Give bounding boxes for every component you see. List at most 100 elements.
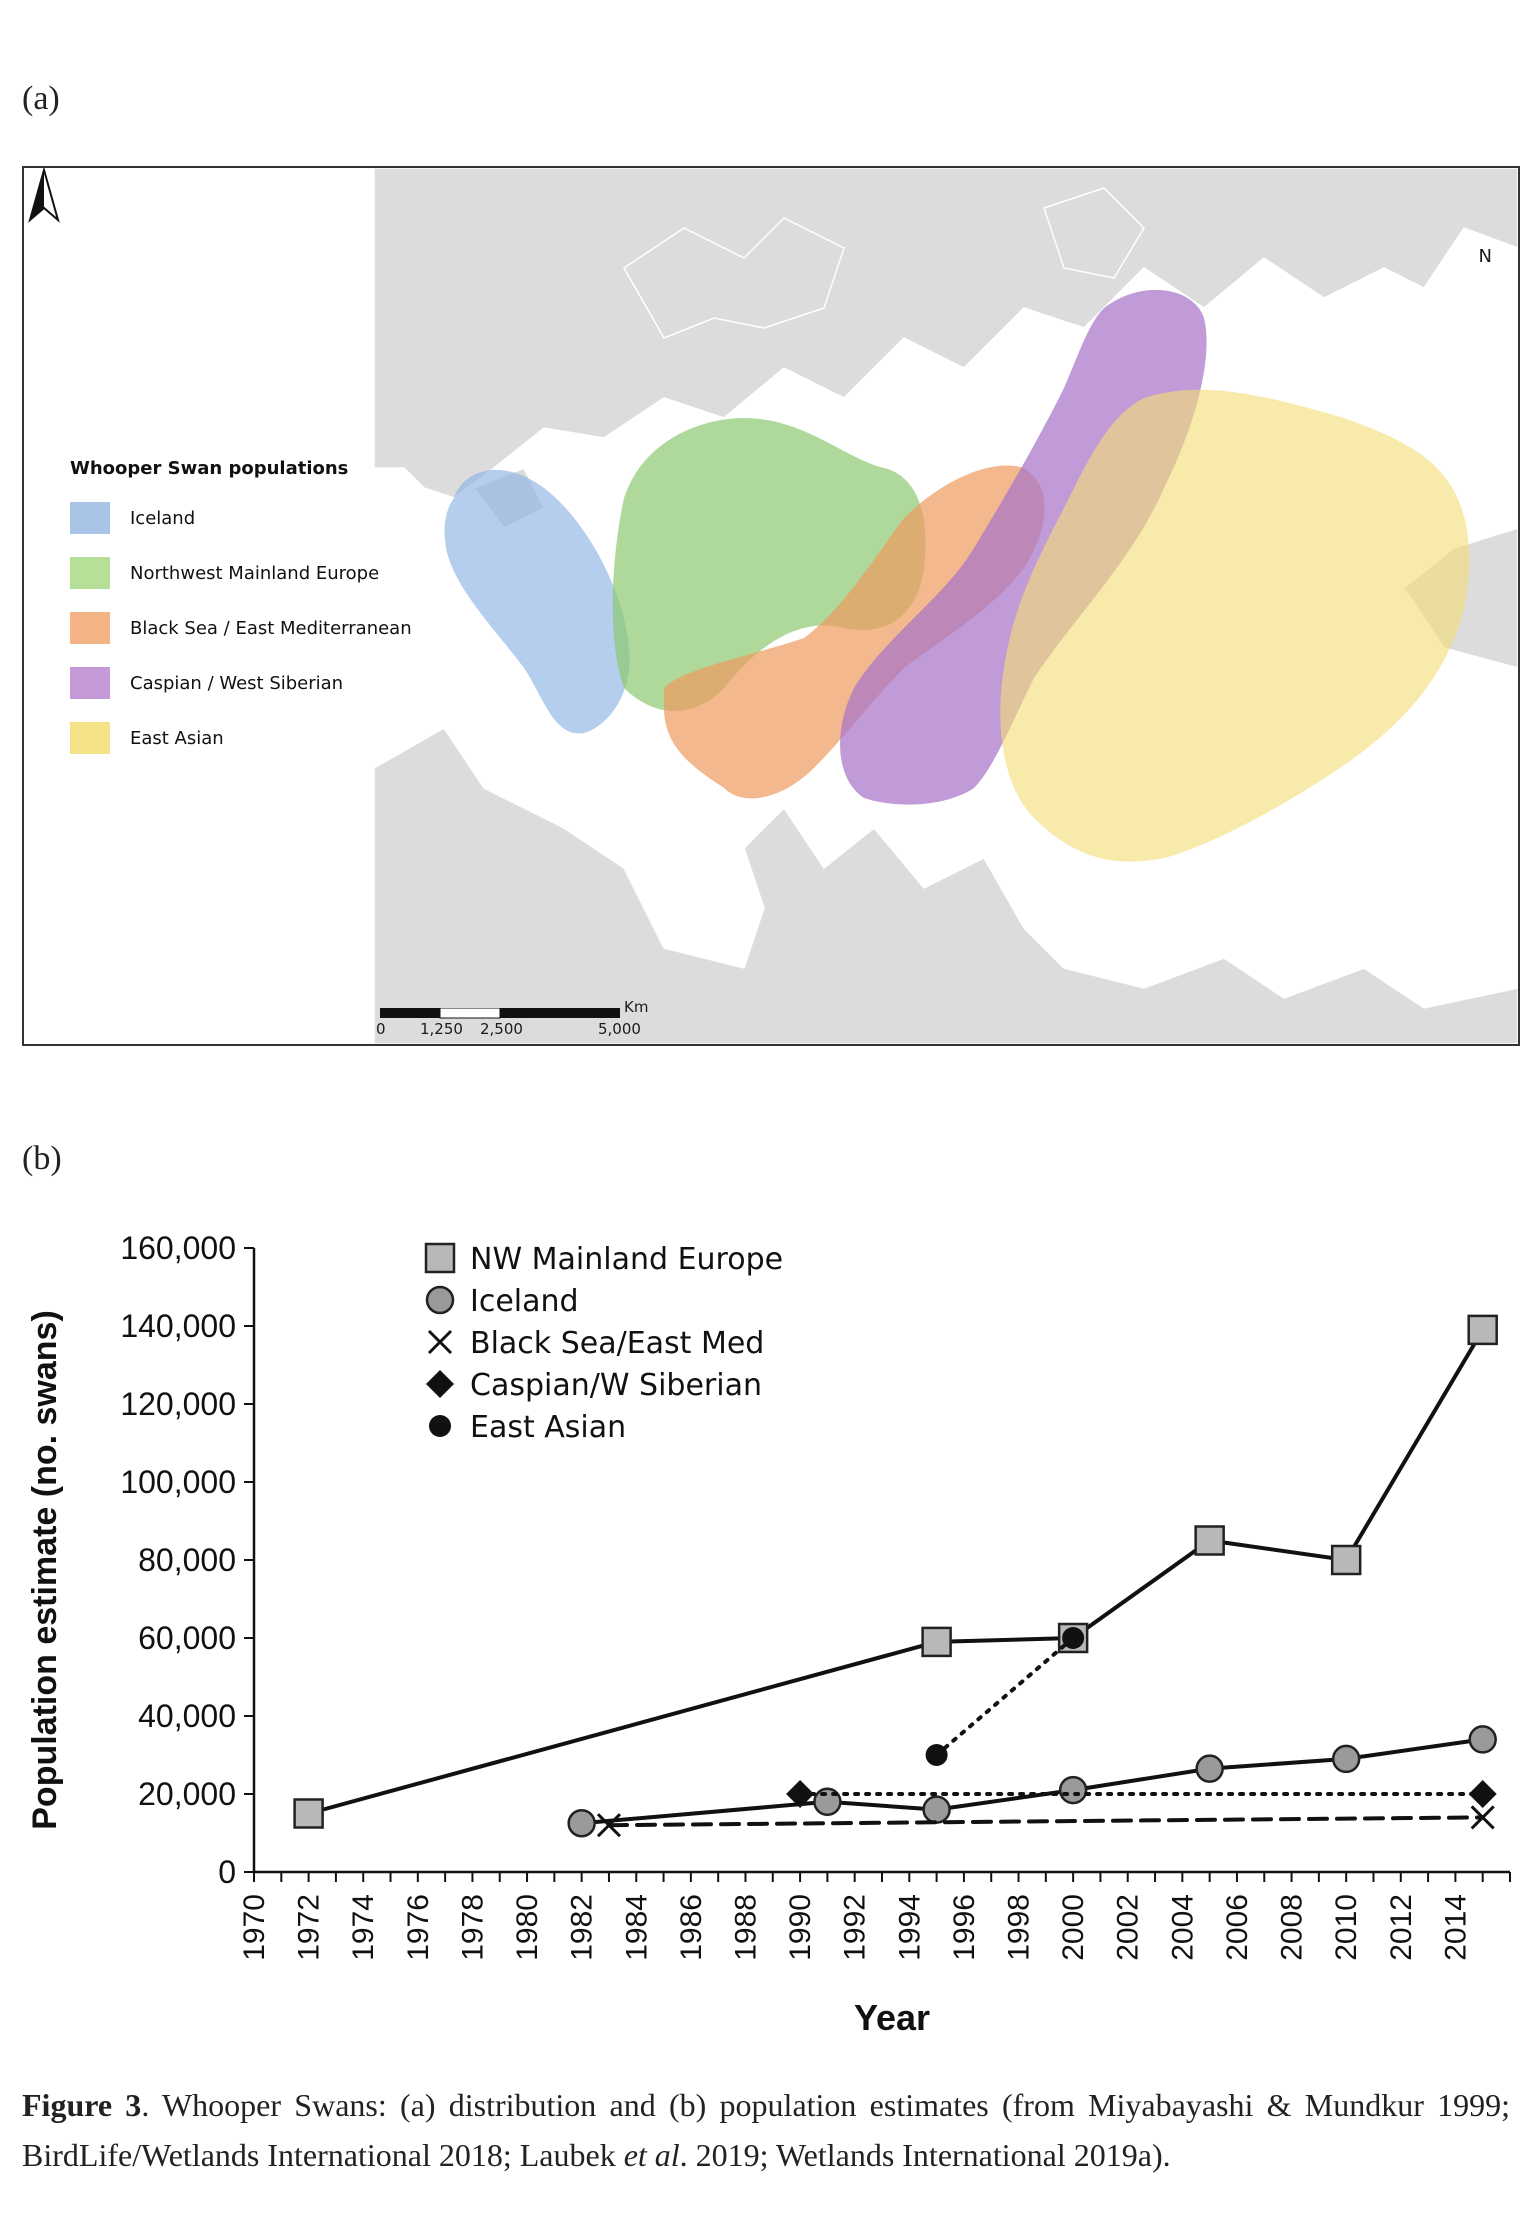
series-line-0: [306, 1327, 1485, 1816]
caspian-range: [840, 289, 1207, 805]
x-tick-label: 2004: [1166, 1894, 1199, 1961]
legend-label: Black Sea / East Mediterranean: [130, 617, 412, 639]
x-tick-label: 1982: [566, 1894, 599, 1961]
north-arrow-icon: [28, 168, 60, 223]
legend-label: Iceland: [130, 507, 196, 529]
data-point-3: [786, 1780, 815, 1808]
legend-label: Caspian/W Siberian: [470, 1368, 762, 1403]
scale-unit: Km: [624, 998, 649, 1016]
data-point-4: [1062, 1627, 1085, 1649]
y-axis-label: Population estimate (no. swans): [26, 1310, 64, 1830]
y-tick-label: 140,000: [120, 1308, 236, 1344]
data-point-3: [1468, 1780, 1497, 1808]
x-tick-label: 1992: [839, 1894, 872, 1961]
y-tick-label: 0: [218, 1854, 236, 1890]
figure-caption: Figure 3. Whooper Swans: (a) distributio…: [22, 2080, 1510, 2180]
data-point-1: [1468, 1725, 1497, 1754]
x-tick-label: 1980: [511, 1894, 544, 1961]
caption-text-end: . 2019; Wetlands International 2019a).: [679, 2137, 1171, 2173]
legend-item-northwest-europe: Northwest Mainland Europe: [70, 554, 412, 592]
legend-label: Caspian / West Siberian: [130, 672, 344, 694]
map-legend: Whooper Swan populations Iceland Northwe…: [70, 458, 412, 774]
y-tick-label: 120,000: [120, 1386, 236, 1422]
legend-swatch: [70, 667, 110, 699]
legend-marker: [426, 1370, 454, 1398]
caption-etal: et al: [623, 2137, 680, 2173]
data-point-1: [922, 1795, 951, 1824]
x-tick-label: 2012: [1385, 1894, 1418, 1961]
data-point-1: [1331, 1744, 1361, 1774]
series-line-4: [934, 1636, 1076, 1757]
y-tick-label: 80,000: [138, 1542, 236, 1578]
legend-label: East Asian: [470, 1410, 626, 1445]
legend-item-caspian: Caspian / West Siberian: [70, 664, 412, 702]
x-tick-label: 1984: [620, 1894, 653, 1961]
population-chart: 0 20,000 40,000 60,000 80,000 100,000 120,000 1…: [0, 1180, 1532, 2040]
iceland-range: [444, 469, 630, 734]
legend-marker: [429, 1415, 451, 1437]
data-point-0: [1467, 1314, 1498, 1346]
x-tick-label: 1976: [402, 1894, 435, 1961]
data-point-0: [293, 1798, 324, 1829]
x-tick-label: 1978: [456, 1894, 489, 1961]
legend-label: East Asian: [130, 727, 224, 749]
data-point-1: [1195, 1754, 1224, 1783]
x-tick-label: 2002: [1112, 1894, 1145, 1961]
land-mass: [373, 168, 1518, 1044]
x-tick-label: 2000: [1057, 1894, 1090, 1961]
x-tick-label: 1994: [893, 1894, 926, 1961]
x-tick-label: 1990: [784, 1894, 817, 1961]
x-axis-label: Year: [854, 1997, 930, 2038]
y-tick-label: 60,000: [138, 1620, 236, 1656]
data-point-0: [1194, 1525, 1225, 1556]
scale-tick: 2,500: [480, 1020, 523, 1038]
legend-label: Black Sea/East Med: [470, 1326, 764, 1361]
x-tick-label: 2014: [1439, 1894, 1472, 1961]
y-tick-label: 160,000: [120, 1230, 236, 1266]
legend-label: NW Mainland Europe: [470, 1242, 783, 1277]
panel-label-a: (a): [22, 80, 60, 117]
legend-title: Whooper Swan populations: [70, 458, 349, 479]
legend-swatch: [70, 502, 110, 534]
legend-label: Northwest Mainland Europe: [130, 562, 380, 584]
y-tick-label: 100,000: [120, 1464, 236, 1500]
scale-bar: Km 0 1,250 2,500 5,000: [376, 998, 680, 1044]
north-label: N: [1478, 246, 1492, 267]
scale-tick: 5,000: [598, 1020, 641, 1038]
y-tick-label: 40,000: [138, 1698, 236, 1734]
x-tick-label: 1988: [729, 1894, 762, 1961]
data-point-1: [567, 1809, 596, 1838]
legend-marker: [424, 1242, 456, 1274]
east-asian-range: [1000, 389, 1470, 862]
x-tick-label: 2006: [1221, 1894, 1254, 1961]
y-tick-label: 20,000: [138, 1776, 236, 1812]
distribution-map: Whooper Swan populations Iceland Northwe…: [22, 166, 1520, 1046]
series-line-2: [607, 1815, 1485, 1828]
data-point-1: [1058, 1775, 1088, 1805]
x-tick-label: 1974: [347, 1894, 380, 1961]
caption-text: . Whooper Swans: (a) distribution and (b…: [22, 2087, 1511, 2173]
data-point-2: [596, 1813, 622, 1838]
x-tick-label: 1986: [675, 1894, 708, 1961]
legend-swatch: [70, 557, 110, 589]
legend-label: Iceland: [470, 1284, 579, 1319]
scale-tick: 0: [376, 1020, 386, 1038]
chart-svg: 0 20,000 40,000 60,000 80,000 100,000 120,000 1…: [26, 1230, 1511, 2038]
data-point-4: [925, 1744, 948, 1766]
x-tick-label: 1998: [1003, 1894, 1036, 1961]
black-sea-range: [664, 465, 1045, 799]
data-point-0: [1330, 1544, 1362, 1576]
legend-marker: [425, 1285, 455, 1315]
map-graphic: [373, 168, 1518, 1044]
caption-label: Figure 3: [22, 2087, 142, 2123]
x-tick-label: 1996: [948, 1894, 981, 1961]
legend-item-east-asian: East Asian: [70, 719, 412, 757]
panel-label-b: (b): [22, 1140, 62, 1177]
legend-swatch: [70, 722, 110, 754]
legend-item-black-sea: Black Sea / East Mediterranean: [70, 609, 412, 647]
northwest-europe-range: [612, 418, 926, 712]
data-point-2: [1470, 1805, 1495, 1830]
legend-item-iceland: Iceland: [70, 499, 412, 537]
x-tick-label: 1970: [238, 1894, 271, 1961]
scale-bar-graphic: [380, 1008, 620, 1019]
